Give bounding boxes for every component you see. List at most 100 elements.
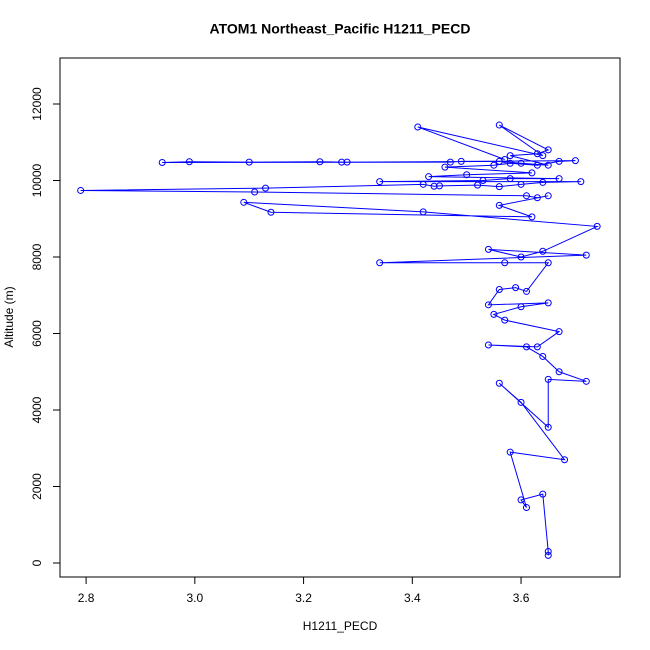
data-point	[414, 123, 422, 131]
data-point	[77, 186, 85, 194]
data-point	[506, 152, 514, 160]
data-point	[522, 504, 530, 512]
data-point	[506, 159, 514, 167]
data-point	[495, 201, 503, 209]
data-point	[463, 171, 471, 179]
data-point	[262, 184, 270, 192]
data-point	[544, 146, 552, 154]
data-point	[517, 496, 525, 504]
data-point	[577, 178, 585, 186]
data-point	[582, 377, 590, 385]
data-point	[506, 175, 514, 183]
data-point	[539, 247, 547, 255]
data-point	[533, 343, 541, 351]
data-point	[479, 177, 487, 185]
y-tick-label: 2000	[30, 473, 44, 500]
data-point	[544, 161, 552, 169]
data-point	[555, 328, 563, 336]
chart-title: ATOM1 Northeast_Pacific H1211_PECD	[210, 21, 471, 37]
data-point	[533, 161, 541, 169]
data-point	[522, 192, 530, 200]
data-point	[441, 163, 449, 171]
data-point	[495, 286, 503, 294]
data-point	[495, 183, 503, 191]
data-point	[517, 398, 525, 406]
data-point	[512, 284, 520, 292]
data-point	[495, 121, 503, 129]
data-point	[539, 490, 547, 498]
data-line	[80, 124, 600, 556]
data-point	[240, 198, 248, 206]
data-point	[419, 208, 427, 216]
data-point	[430, 182, 438, 190]
data-point	[533, 194, 541, 202]
data-point	[555, 175, 563, 183]
data-point	[517, 253, 525, 261]
y-tick-label: 12000	[30, 87, 44, 121]
data-point	[506, 448, 514, 456]
data-point	[484, 245, 492, 253]
data-point	[528, 213, 536, 221]
data-point	[419, 180, 427, 188]
data-point	[544, 423, 552, 431]
data-point	[501, 316, 509, 324]
data-point	[490, 310, 498, 318]
data-point	[484, 301, 492, 309]
data-point	[544, 551, 552, 559]
data-point	[522, 343, 530, 351]
data-point	[343, 158, 351, 166]
data-point	[267, 208, 275, 216]
data-point	[517, 303, 525, 311]
data-point	[582, 251, 590, 259]
data-point	[245, 158, 253, 166]
data-point	[446, 158, 454, 166]
data-point	[544, 375, 552, 383]
x-tick-label: 3.2	[295, 591, 312, 605]
x-tick-label: 2.8	[78, 591, 95, 605]
data-point	[528, 169, 536, 177]
x-tick-label: 3.6	[513, 591, 530, 605]
data-point	[517, 159, 525, 167]
data-point	[185, 158, 193, 166]
data-point	[544, 299, 552, 307]
data-point	[158, 159, 166, 167]
data-point	[338, 158, 346, 166]
data-point	[251, 188, 259, 196]
data-point	[593, 222, 601, 230]
x-axis-label: H1211_PECD	[303, 619, 378, 633]
data-point	[376, 178, 384, 186]
y-tick-label: 10000	[30, 164, 44, 198]
data-point	[316, 158, 324, 166]
data-point	[544, 548, 552, 556]
data-point	[435, 182, 443, 190]
plot-frame	[59, 57, 621, 578]
data-point	[376, 259, 384, 267]
y-tick-label: 8000	[30, 243, 44, 270]
data-point	[539, 178, 547, 186]
data-point	[425, 173, 433, 181]
data-point	[522, 287, 530, 295]
data-point	[555, 368, 563, 376]
x-tick-label: 3.4	[404, 591, 421, 605]
y-tick-label: 6000	[30, 320, 44, 347]
data-point	[457, 157, 465, 165]
data-point	[490, 161, 498, 169]
data-point	[544, 259, 552, 267]
data-point	[501, 155, 509, 163]
data-point	[539, 352, 547, 360]
y-tick-label: 4000	[30, 396, 44, 423]
data-point	[561, 456, 569, 464]
y-tick-label: 0	[30, 559, 44, 566]
x-tick-label: 3.0	[186, 591, 203, 605]
data-point	[474, 181, 482, 189]
data-point	[517, 180, 525, 188]
y-axis-label: Altitude (m)	[2, 286, 16, 347]
data-point	[544, 192, 552, 200]
data-point	[555, 157, 563, 165]
data-point	[484, 341, 492, 349]
data-point	[495, 379, 503, 387]
data-point	[539, 152, 547, 160]
data-point	[501, 259, 509, 267]
